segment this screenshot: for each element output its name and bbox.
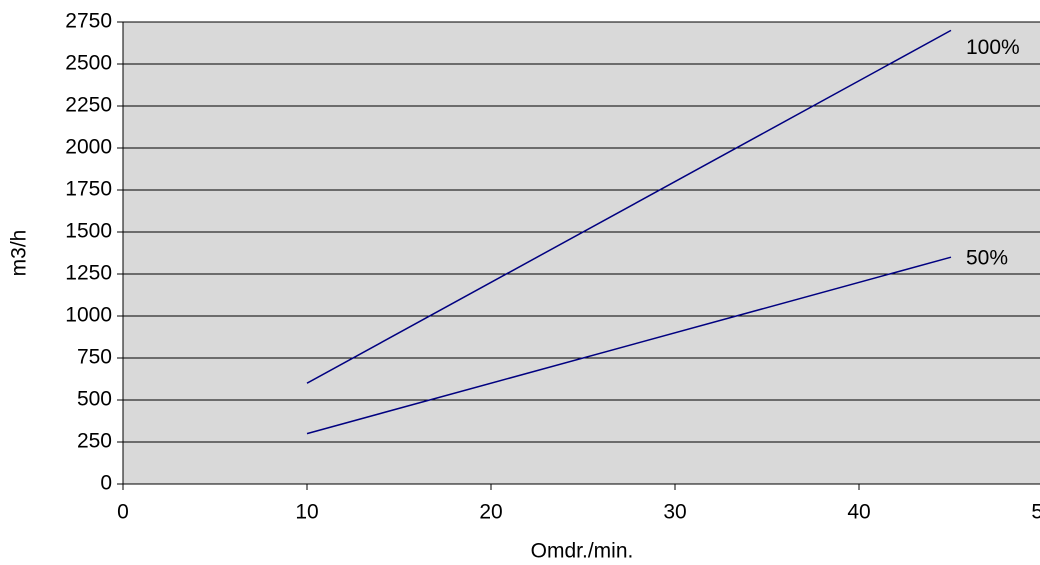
y-tick-label: 250 — [77, 430, 112, 453]
x-axis-label: Omdr./min. — [531, 540, 634, 563]
x-tick-label: 40 — [847, 501, 870, 524]
series-label: 100% — [966, 36, 1020, 59]
x-tick-label: 30 — [663, 501, 686, 524]
y-tick-label: 1750 — [65, 178, 112, 201]
x-tick-label: 10 — [295, 501, 318, 524]
y-tick-label: 1500 — [65, 220, 112, 243]
y-axis-label: m3/h — [8, 230, 31, 277]
y-tick-label: 2000 — [65, 136, 112, 159]
y-tick-label: 500 — [77, 388, 112, 411]
y-tick-label: 0 — [100, 472, 112, 495]
x-tick-label: 20 — [479, 501, 502, 524]
y-tick-label: 1000 — [65, 304, 112, 327]
y-tick-label: 2500 — [65, 52, 112, 75]
x-tick-label: 50 — [1031, 501, 1040, 524]
y-tick-label: 750 — [77, 346, 112, 369]
line — [306, 256, 952, 435]
y-tick-label: 1250 — [65, 262, 112, 285]
line — [306, 29, 952, 384]
plot-area — [123, 22, 1040, 484]
series-label: 50% — [966, 247, 1008, 270]
y-tick-label: 2750 — [65, 10, 112, 33]
x-tick-label: 0 — [117, 501, 129, 524]
y-tick-label: 2250 — [65, 94, 112, 117]
